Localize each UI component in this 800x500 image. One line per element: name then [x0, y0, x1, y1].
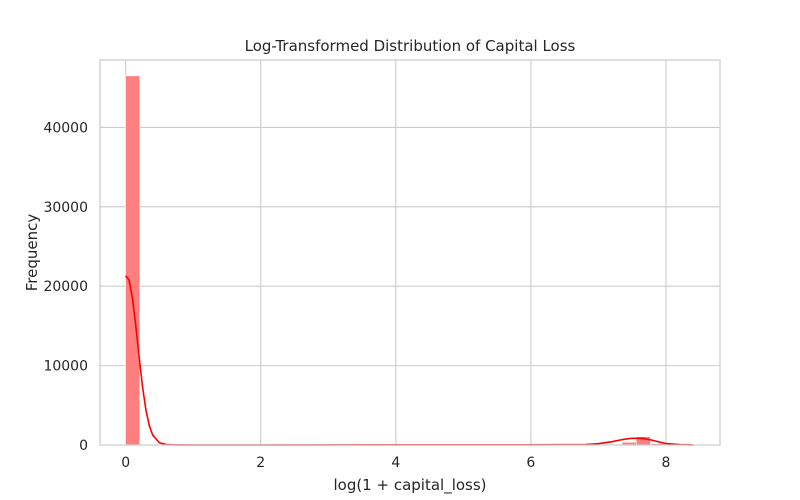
y-tick-label: 30000: [43, 200, 88, 216]
y-tick-label: 20000: [43, 279, 88, 295]
chart-title: Log-Transformed Distribution of Capital …: [245, 37, 576, 55]
plot-frame: [99, 59, 721, 446]
y-tick-label: 0: [79, 438, 88, 454]
x-tick-label: 6: [526, 455, 535, 471]
histogram-bars: [125, 75, 694, 446]
grid-lines: [100, 60, 720, 446]
x-tick-label: 0: [121, 455, 130, 471]
x-tick-label: 8: [662, 455, 671, 471]
histogram-bar: [125, 75, 141, 446]
x-tick-label: 2: [256, 455, 265, 471]
x-tick-labels: 0 2 4 6 8: [121, 455, 670, 471]
x-axis-label: log(1 + capital_loss): [333, 476, 486, 495]
y-tick-label: 10000: [43, 359, 88, 375]
kde-curve-group: [125, 275, 693, 446]
y-axis-label: Frequency: [23, 214, 41, 292]
x-tick-label: 4: [391, 455, 400, 471]
y-tick-label: 40000: [43, 120, 88, 136]
kde-curve: [125, 275, 693, 446]
y-tick-labels: 0 10000 20000 30000 40000: [43, 120, 88, 454]
